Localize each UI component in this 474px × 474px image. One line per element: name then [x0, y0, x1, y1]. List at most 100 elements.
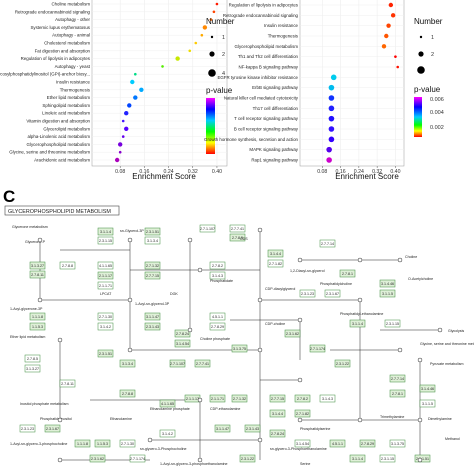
enzyme-label: 3.1.1.4	[100, 230, 111, 234]
enzyme-box	[97, 349, 114, 358]
compound-node	[297, 417, 303, 423]
term-label: Retrograde endocannabinoid signaling	[223, 13, 299, 18]
compound-label: Glycerone-P	[25, 240, 46, 244]
enzyme-box	[74, 439, 91, 448]
dotplot-b-points	[326, 2, 400, 163]
compound-label: Ethanolamine phosphate	[150, 407, 190, 411]
enzyme-label: 2.7.7.15	[271, 397, 284, 401]
enzyme-label: 1.1.1.8	[32, 315, 43, 319]
enzyme-box	[294, 439, 311, 448]
compound-node	[197, 397, 203, 403]
enzyme-box	[267, 259, 284, 268]
enzyme-label: 2.7.8.24	[176, 332, 189, 336]
x-tick-label: 0.40	[390, 169, 400, 175]
enzyme-box	[269, 394, 286, 403]
term-label: Glycerolipid metabolism	[43, 126, 90, 131]
data-point	[121, 135, 125, 138]
enzyme-label: 2.7.7.41	[231, 227, 244, 231]
enzyme-box	[329, 439, 346, 448]
compound-label: sn-Glycerol-3P	[120, 229, 144, 233]
legend-a-size-label-1: 1	[222, 35, 225, 41]
compound-label: Ethanolamine	[110, 417, 132, 421]
data-point	[326, 157, 332, 163]
data-point	[118, 150, 122, 154]
enzyme-label: 2.3.1.23	[301, 292, 314, 296]
dotplot-panel-a: Choline metabolism Retrograde endocannabi…	[0, 0, 228, 181]
compound-label: Phosphatidylserine	[300, 427, 330, 431]
term-label: Regulation of lipolysis in adipocytes	[229, 3, 299, 8]
enzyme-box	[294, 409, 311, 418]
x-tick-label: 0.16	[139, 169, 149, 175]
term-label: Thermogenesis	[268, 34, 299, 39]
data-point	[130, 79, 135, 85]
data-point	[200, 33, 204, 37]
enzyme-label: 2.3.1.43	[246, 427, 259, 431]
enzyme-box	[19, 424, 36, 433]
enzyme-label: 3.1.1.47	[146, 315, 159, 319]
enzyme-box	[269, 429, 286, 438]
dotplot-a-term-labels: Choline metabolism Retrograde endocannabi…	[0, 2, 91, 163]
enzyme-box	[319, 239, 336, 248]
term-label: Choline metabolism	[51, 2, 90, 7]
enzyme-label: 3.1.4.4	[270, 252, 281, 256]
enzyme-box	[267, 249, 284, 258]
enzyme-box	[97, 281, 114, 290]
enzyme-label: 2.3.1.15	[99, 239, 112, 243]
compound-node	[57, 417, 63, 423]
legend-b-size-dot-2	[418, 51, 424, 57]
data-point	[328, 126, 335, 132]
enzyme-label: 2.7.8.5	[232, 236, 243, 240]
compound-label: Phosphatidyl-ethanolamine	[340, 312, 383, 316]
enzyme-box	[209, 322, 226, 331]
data-point	[384, 33, 389, 39]
dotplot-panel-b: Regulation of lipolysis in adipocytes Ret…	[204, 0, 405, 181]
enzyme-label: 2.7.8.11	[61, 382, 74, 386]
enzyme-box	[209, 271, 226, 280]
compound-node	[417, 357, 423, 363]
enzyme-label: 1.1.1.8	[77, 442, 88, 446]
enzyme-label: 2.1.1.71	[99, 284, 112, 288]
dotplot-b-term-labels: Regulation of lipolysis in adipocytes Ret…	[204, 3, 299, 163]
legend-a: Number 1 2 4 p-value	[206, 17, 235, 154]
legend-b-color-tick-3: 0.002	[430, 125, 444, 131]
enzyme-box	[144, 261, 161, 270]
data-point	[328, 115, 335, 122]
enzyme-label: 3.1.3.27	[31, 264, 44, 268]
enzyme-label: 3.1.4.54	[176, 342, 189, 346]
term-label: Retrograde endocannabinoid signaling	[15, 9, 91, 14]
enzyme-box	[414, 454, 431, 463]
compound-label: Glycolysis	[448, 329, 464, 333]
data-point	[390, 13, 396, 18]
compound-label: Phosphatidylinositol	[40, 417, 72, 421]
compound-label: Phosphatidylcholine	[320, 282, 352, 286]
dotplot-b-x-axis: 0.08 0.16 0.24 0.32 0.40	[317, 166, 401, 175]
enzyme-label: 2.7.8.24	[271, 432, 284, 436]
compound-label: 1,2-Diacyl-sn-glycerol	[290, 269, 325, 273]
enzyme-box	[334, 359, 351, 368]
enzyme-label: 2.1.1.17	[186, 397, 199, 401]
enzyme-label: 3.1.1.47	[216, 427, 229, 431]
enzyme-box	[214, 424, 231, 433]
compound-node	[357, 297, 363, 303]
term-label: Regulation of lipolysis in adipocytes	[21, 56, 91, 61]
data-point	[117, 142, 123, 147]
compound-node	[187, 237, 193, 243]
compound-label: 1-Acyl-sn-glycero-3-phosphocholine	[10, 442, 67, 446]
term-label: Vitamin digestion and absorption	[26, 119, 90, 124]
data-point	[215, 2, 219, 6]
enzyme-label: 2.7.8.29	[361, 442, 374, 446]
legend-b-size-dot-3	[417, 66, 425, 74]
compound-node	[37, 297, 43, 303]
enzyme-label: 3.1.4.54	[296, 442, 309, 446]
enzyme-box	[97, 236, 114, 245]
enzyme-label: 4.1.1.65	[99, 264, 112, 268]
enzyme-box	[59, 261, 76, 270]
compound-node	[297, 257, 303, 263]
legend-a-color-title: p-value	[206, 86, 233, 95]
enzyme-label: 3.1.3.4	[122, 362, 133, 366]
term-label: Sphingolipid metabolism	[42, 103, 90, 108]
enzyme-box	[144, 271, 161, 280]
compound-label: Ether lipid metabolism	[10, 335, 45, 339]
data-point	[127, 103, 132, 108]
enzyme-box	[379, 289, 396, 298]
